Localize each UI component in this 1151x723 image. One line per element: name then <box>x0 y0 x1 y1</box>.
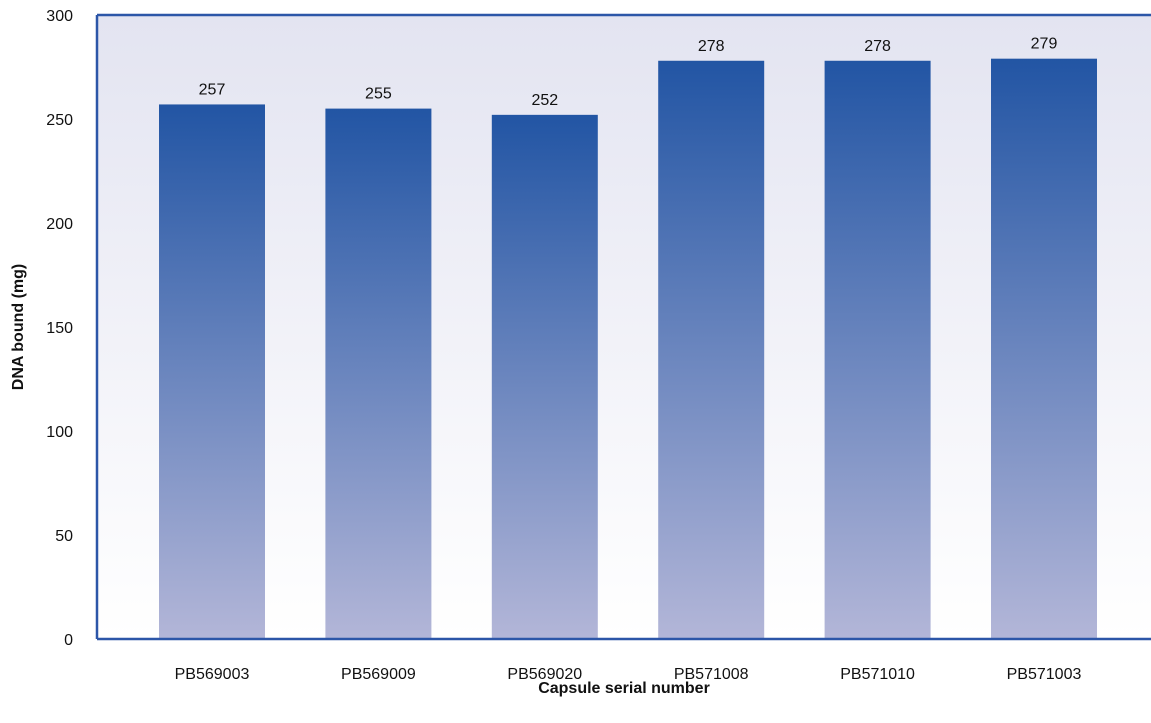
bar-value-label: 252 <box>531 92 558 109</box>
x-tick-label: PB571008 <box>674 666 749 683</box>
x-tick-label: PB571010 <box>840 666 915 683</box>
y-tick-label: 300 <box>46 8 73 25</box>
bar-PB569020 <box>491 114 598 640</box>
x-axis-title: Capsule serial number <box>538 680 710 697</box>
bar-value-label: 278 <box>698 38 725 55</box>
y-tick-label: 100 <box>46 424 73 441</box>
y-axis-title: DNA bound (mg) <box>10 264 27 390</box>
x-tick-label: PB571003 <box>1007 666 1082 683</box>
bars-group <box>159 58 1097 640</box>
bar-value-label: 255 <box>365 86 392 103</box>
y-tick-label: 50 <box>55 528 73 545</box>
y-tick-label: 200 <box>46 216 73 233</box>
y-tick-label: 150 <box>46 320 73 337</box>
bar-value-label: 279 <box>1031 36 1058 53</box>
x-tick-labels-group: PB569003 PB569009 PB569020 PB571008 PB571010… <box>175 666 1082 683</box>
y-tick-labels-group: 0 50 100 150 200 250 300 <box>46 8 73 649</box>
x-tick-label: PB569009 <box>341 666 416 683</box>
x-tick-label: PB569020 <box>507 666 582 683</box>
bar-PB569009 <box>325 108 432 640</box>
bar-PB571003 <box>991 58 1097 640</box>
value-labels-group: 257 255 252 278 278 279 <box>199 36 1058 109</box>
bar-PB571010 <box>824 60 931 639</box>
y-tick-label: 0 <box>64 632 73 649</box>
y-tick-label: 250 <box>46 112 73 129</box>
bar-PB569003 <box>159 104 265 639</box>
bar-value-label: 278 <box>864 38 891 55</box>
bar-PB571008 <box>658 60 765 639</box>
x-tick-label: PB569003 <box>175 666 250 683</box>
bar-value-label: 257 <box>199 81 226 98</box>
plot-area-background <box>97 15 1151 639</box>
